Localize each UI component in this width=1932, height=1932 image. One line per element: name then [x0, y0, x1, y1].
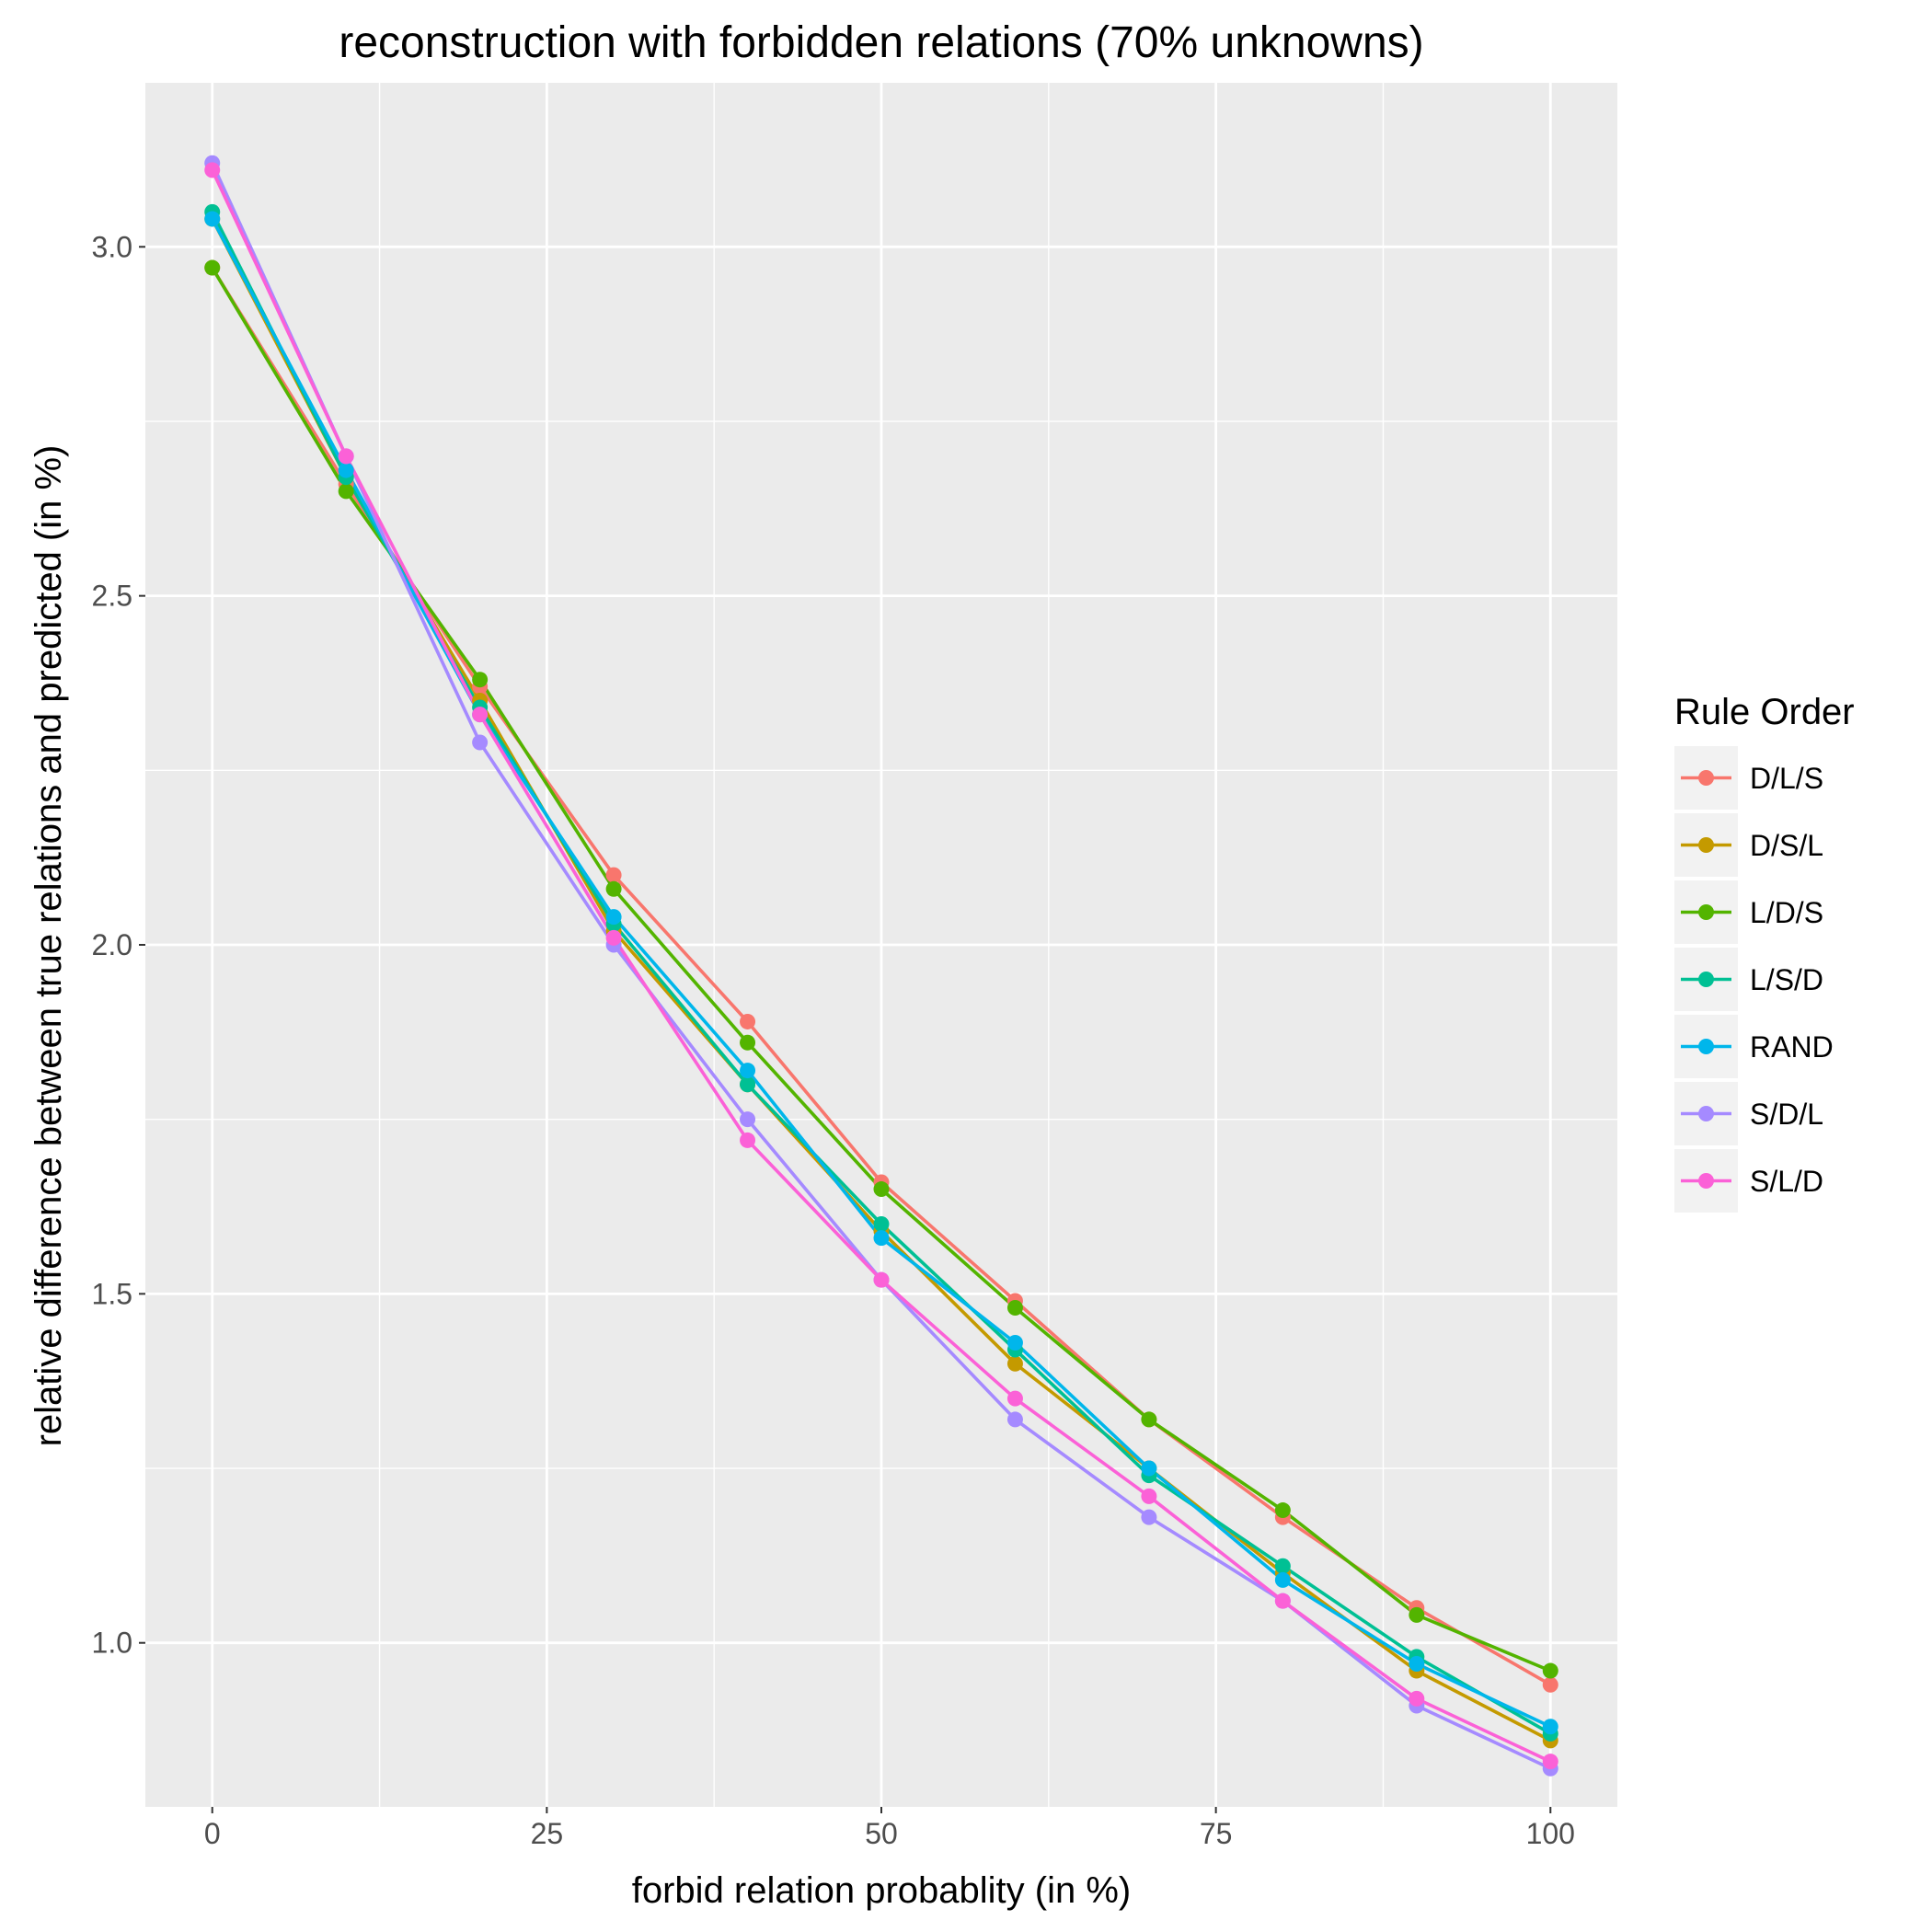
legend-key-point: [1698, 972, 1714, 987]
data-point: [1274, 1558, 1291, 1574]
data-point: [1141, 1509, 1157, 1525]
data-point: [740, 1111, 756, 1128]
x-tick-label: 25: [531, 1817, 564, 1850]
y-axis-title: relative difference between true relatio…: [29, 445, 69, 1447]
data-point: [472, 707, 489, 723]
legend: Rule Order D/L/S D/S/L L/D/S L/S/D RAND S/D/L…: [1674, 692, 1855, 1213]
data-point: [1006, 1334, 1023, 1351]
data-point: [1141, 1460, 1157, 1477]
data-point: [873, 1181, 890, 1198]
data-point: [873, 1215, 890, 1232]
legend-label: L/D/S: [1750, 896, 1823, 929]
data-point: [740, 1076, 756, 1093]
grid: [145, 83, 1617, 1807]
data-point: [740, 1132, 756, 1148]
y-tick-label: 2.0: [92, 928, 132, 961]
data-point: [1006, 1390, 1023, 1407]
data-point: [204, 162, 221, 178]
x-axis: 0 25 50 75 100: [204, 1807, 1575, 1850]
legend-key-point: [1698, 904, 1714, 920]
legend-label: L/S/D: [1750, 963, 1823, 996]
y-tick-label: 2.5: [92, 580, 132, 613]
x-tick-label: 0: [204, 1817, 221, 1850]
data-point: [204, 211, 221, 227]
legend-key-point: [1698, 1173, 1714, 1189]
data-point: [605, 867, 622, 883]
data-point: [472, 672, 489, 688]
data-point: [1542, 1662, 1558, 1679]
data-point: [1006, 1300, 1023, 1317]
x-axis-title: forbid relation probablity (in %): [632, 1870, 1131, 1911]
legend-label: S/L/D: [1750, 1165, 1823, 1198]
data-point: [605, 880, 622, 897]
legend-key-point: [1698, 1039, 1714, 1054]
y-tick-label: 3.0: [92, 230, 132, 263]
y-tick-label: 1.5: [92, 1277, 132, 1310]
legend-label: D/S/L: [1750, 829, 1823, 862]
data-point: [1006, 1411, 1023, 1428]
data-point: [338, 462, 354, 478]
data-point: [873, 1230, 890, 1247]
legend-key-point: [1698, 837, 1714, 853]
data-point: [1141, 1411, 1157, 1428]
data-point: [605, 929, 622, 946]
series-points: [204, 155, 1558, 1777]
y-axis: 1.0 1.5 2.0 2.5 3.0: [92, 230, 145, 1660]
data-point: [873, 1271, 890, 1288]
data-point: [1409, 1655, 1425, 1672]
legend-title: Rule Order: [1674, 692, 1855, 732]
legend-label: RAND: [1750, 1030, 1834, 1064]
y-tick-label: 1.0: [92, 1627, 132, 1660]
data-point: [1141, 1488, 1157, 1504]
data-point: [1006, 1355, 1023, 1372]
data-point: [338, 448, 354, 465]
data-point: [472, 734, 489, 751]
data-point: [204, 259, 221, 276]
data-point: [605, 909, 622, 926]
data-point: [1542, 1754, 1558, 1770]
legend-label: S/D/L: [1750, 1098, 1823, 1131]
data-point: [1274, 1571, 1291, 1588]
x-tick-label: 100: [1526, 1817, 1575, 1850]
data-point: [1274, 1502, 1291, 1519]
data-point: [1409, 1690, 1425, 1707]
chart-title: reconstruction with forbidden relations …: [339, 18, 1423, 67]
data-point: [740, 1063, 756, 1079]
data-point: [740, 1034, 756, 1051]
data-point: [1274, 1593, 1291, 1609]
data-point: [1542, 1676, 1558, 1693]
data-point: [338, 483, 354, 500]
legend-key-point: [1698, 770, 1714, 786]
legend-key-point: [1698, 1106, 1714, 1121]
x-tick-label: 75: [1200, 1817, 1233, 1850]
data-point: [1409, 1606, 1425, 1623]
data-point: [1542, 1719, 1558, 1735]
x-tick-label: 50: [865, 1817, 898, 1850]
legend-label: D/L/S: [1750, 762, 1823, 795]
data-point: [740, 1013, 756, 1029]
